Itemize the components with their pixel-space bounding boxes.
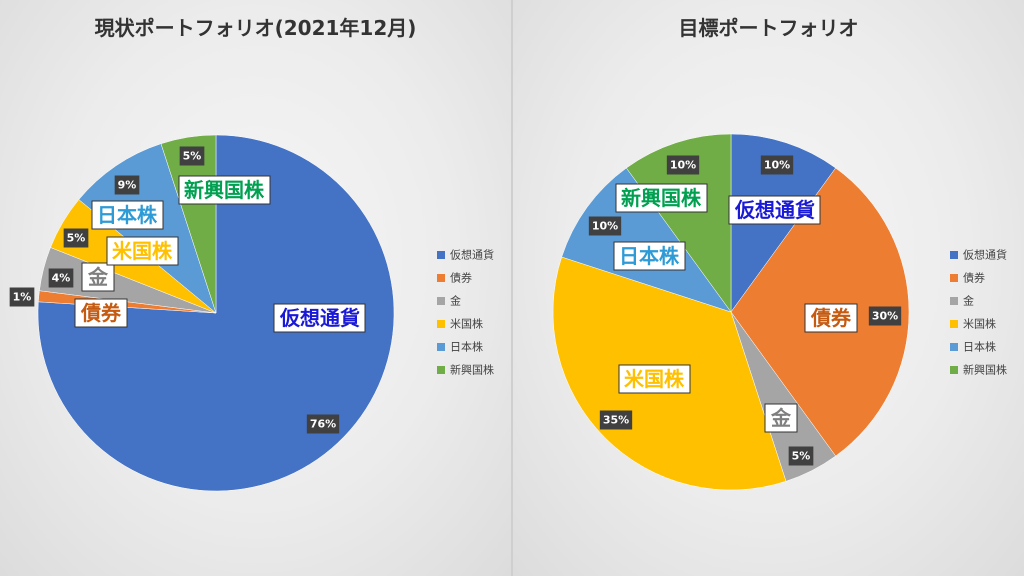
target-legend-label-us-stocks: 米国株 [963, 317, 996, 331]
current-pct-label-bonds: 1% [9, 287, 35, 307]
target-legend-item-em-stocks: 新興国株 [950, 363, 1007, 377]
target-pct-label-em-stocks: 10% [666, 155, 700, 175]
target-legend-swatch-gold [950, 297, 958, 305]
target-pct-label-jp-stocks: 10% [588, 216, 622, 236]
current-legend-label-bonds: 債券 [450, 271, 472, 285]
svg-text:10%: 10% [592, 220, 618, 233]
current-pct-label-jp-stocks: 9% [114, 175, 140, 195]
target-slice-em-stocks [626, 133, 732, 313]
current-legend-item-bonds: 債券 [437, 271, 472, 285]
current-legend-swatch-em-stocks [437, 366, 445, 374]
target-legend-swatch-bonds [950, 274, 958, 282]
target-legend-label-gold: 金 [963, 294, 974, 308]
svg-text:新興国株: 新興国株 [184, 178, 265, 202]
current-category-label-gold: 金 [81, 262, 115, 292]
svg-text:仮想通貨: 仮想通貨 [734, 198, 815, 222]
target-legend-label-em-stocks: 新興国株 [963, 363, 1007, 377]
svg-text:債券: 債券 [80, 301, 122, 325]
target-legend-item-crypto: 仮想通貨 [950, 248, 1007, 262]
svg-text:日本株: 日本株 [97, 203, 158, 227]
svg-text:10%: 10% [764, 159, 790, 172]
current-legend-label-em-stocks: 新興国株 [450, 363, 494, 377]
svg-text:4%: 4% [52, 272, 71, 285]
target-pct-label-bonds: 30% [868, 306, 902, 326]
target-category-label-gold: 金 [764, 403, 798, 433]
target-legend-swatch-crypto [950, 251, 958, 259]
svg-text:金: 金 [770, 406, 792, 430]
svg-text:10%: 10% [670, 159, 696, 172]
target-category-label-bonds: 債券 [804, 303, 858, 333]
target-legend-swatch-us-stocks [950, 320, 958, 328]
target-chart-title: 目標ポートフォリオ [678, 16, 859, 40]
target-pie-chart: 10%30%5%35%10%10%仮想通貨債券金米国株日本株新興国株仮想通貨債券… [552, 133, 1007, 491]
current-pct-label-em-stocks: 5% [179, 146, 205, 166]
current-category-label-em-stocks: 新興国株 [178, 175, 271, 205]
current-legend-swatch-jp-stocks [437, 343, 445, 351]
current-category-label-bonds: 債券 [74, 298, 128, 328]
current-pie-chart: 76%1%4%5%9%5%仮想通貨債券金米国株日本株新興国株仮想通貨債券金米国株… [9, 134, 494, 492]
target-pct-label-gold: 5% [788, 446, 814, 466]
target-legend-item-jp-stocks: 日本株 [950, 340, 996, 354]
current-legend-swatch-crypto [437, 251, 445, 259]
target-legend-swatch-em-stocks [950, 366, 958, 374]
svg-text:5%: 5% [792, 450, 811, 463]
current-legend-item-crypto: 仮想通貨 [437, 248, 494, 262]
svg-text:5%: 5% [67, 232, 86, 245]
target-category-label-crypto: 仮想通貨 [728, 195, 821, 225]
current-chart-title: 現状ポートフォリオ(2021年12月) [94, 16, 417, 40]
target-category-label-em-stocks: 新興国株 [615, 183, 708, 213]
svg-text:9%: 9% [118, 179, 137, 192]
target-slice-jp-stocks [561, 167, 732, 313]
svg-text:日本株: 日本株 [619, 244, 680, 268]
current-portfolio-panel: 現状ポートフォリオ(2021年12月) 76% 1% 4% 5% 9% 5% 仮想通貨 債券金… [0, 0, 512, 576]
svg-text:76%: 76% [310, 418, 336, 431]
svg-text:金: 金 [87, 265, 109, 289]
svg-text:5%: 5% [183, 150, 202, 163]
current-legend-label-gold: 金 [450, 294, 461, 308]
target-legend-label-bonds: 債券 [963, 271, 985, 285]
current-slice-crypto [37, 134, 395, 492]
current-category-label-jp-stocks: 日本株 [91, 200, 164, 230]
current-legend-label-us-stocks: 米国株 [450, 317, 483, 331]
current-pct-label-us-stocks: 5% [63, 228, 89, 248]
svg-text:新興国株: 新興国株 [621, 186, 702, 210]
current-legend-item-em-stocks: 新興国株 [437, 363, 494, 377]
current-legend-item-gold: 金 [437, 294, 461, 308]
current-legend-label-crypto: 仮想通貨 [450, 248, 494, 262]
current-legend-item-us-stocks: 米国株 [437, 317, 483, 331]
svg-text:米国株: 米国株 [624, 367, 685, 391]
current-legend-item-jp-stocks: 日本株 [437, 340, 483, 354]
svg-text:1%: 1% [13, 291, 32, 304]
svg-text:仮想通貨: 仮想通貨 [279, 306, 360, 330]
svg-text:30%: 30% [872, 310, 898, 323]
current-category-label-crypto: 仮想通貨 [273, 303, 366, 333]
target-legend-label-crypto: 仮想通貨 [963, 248, 1007, 262]
target-legend-item-bonds: 債券 [950, 271, 985, 285]
current-legend-label-jp-stocks: 日本株 [450, 340, 483, 354]
target-category-label-jp-stocks: 日本株 [613, 241, 686, 271]
svg-text:債券: 債券 [810, 306, 852, 330]
current-pct-label-gold: 4% [48, 268, 74, 288]
current-legend-swatch-bonds [437, 274, 445, 282]
current-category-label-us-stocks: 米国株 [106, 236, 179, 266]
target-pct-label-us-stocks: 35% [599, 410, 633, 430]
target-legend-swatch-jp-stocks [950, 343, 958, 351]
target-pct-label-crypto: 10% [760, 155, 794, 175]
current-pct-label-crypto: 76% [306, 414, 340, 434]
svg-text:35%: 35% [603, 414, 629, 427]
target-legend-label-jp-stocks: 日本株 [963, 340, 996, 354]
target-legend-item-gold: 金 [950, 294, 974, 308]
svg-text:米国株: 米国株 [112, 239, 173, 263]
current-legend-swatch-us-stocks [437, 320, 445, 328]
current-legend-swatch-gold [437, 297, 445, 305]
target-portfolio-panel: 目標ポートフォリオ 10% 30% 5% 35% 10% 10% 仮想通貨 債券金米国株 日本株… [512, 0, 1024, 576]
target-legend-item-us-stocks: 米国株 [950, 317, 996, 331]
target-category-label-us-stocks: 米国株 [618, 364, 691, 394]
